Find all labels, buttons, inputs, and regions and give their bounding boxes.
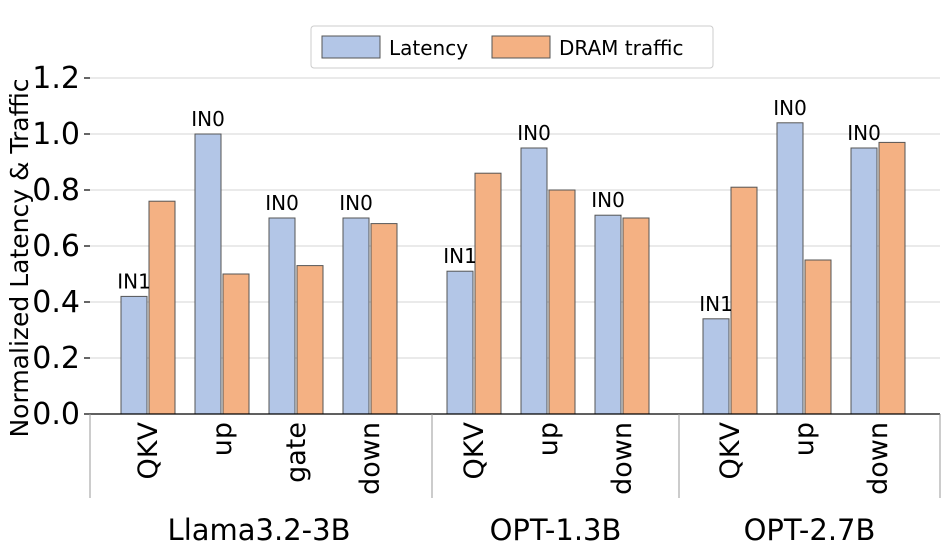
- legend-label-dram-traffic: DRAM traffic: [559, 36, 683, 60]
- x-tick-label: up: [207, 422, 238, 456]
- x-tick-label: down: [607, 422, 638, 495]
- y-tick-label: 0.0: [32, 397, 80, 432]
- bar-annotation: IN0: [847, 121, 881, 145]
- bar-annotation: IN1: [699, 292, 733, 316]
- group-label: Llama3.2-3B: [168, 513, 351, 547]
- bar-latency: [268, 217, 296, 415]
- bar-dram-traffic: [222, 273, 250, 415]
- bar-annotation: IN0: [191, 107, 225, 131]
- group-label: OPT-2.7B: [744, 513, 876, 547]
- x-tick-label: QKV: [459, 421, 490, 479]
- y-axis-label: Normalized Latency & Traffic: [5, 78, 34, 437]
- legend-swatch-latency: [321, 35, 381, 59]
- bar-latency: [446, 270, 474, 415]
- x-tick-label: QKV: [715, 421, 746, 479]
- bar-latency: [194, 133, 222, 415]
- y-tick-label: 1.2: [32, 61, 80, 96]
- y-tick-label: 0.8: [32, 173, 80, 208]
- bar-annotation: IN1: [117, 269, 151, 293]
- bar-latency: [776, 122, 804, 415]
- bar-latency: [702, 318, 730, 415]
- bar-annotation: IN0: [265, 191, 299, 215]
- x-tick-label: gate: [281, 422, 312, 483]
- x-tick-label: QKV: [133, 421, 164, 479]
- bar-latency: [594, 214, 622, 415]
- bar-dram-traffic: [730, 186, 758, 415]
- bar-dram-traffic: [148, 200, 176, 415]
- bar-annotation: IN0: [517, 121, 551, 145]
- x-tick-label: down: [863, 422, 894, 495]
- bar-dram-traffic: [548, 189, 576, 415]
- bar-dram-traffic: [370, 223, 398, 415]
- bar-annotation: IN0: [591, 188, 625, 212]
- bar-annotation: IN1: [443, 244, 477, 268]
- bar-latency: [850, 147, 878, 415]
- bar-latency: [520, 147, 548, 415]
- y-tick-label: 0.2: [32, 341, 80, 376]
- y-tick-label: 0.6: [32, 229, 80, 264]
- x-tick-label: up: [533, 422, 564, 456]
- y-tick-label: 0.4: [32, 285, 80, 320]
- bar-dram-traffic: [296, 265, 324, 415]
- bar-annotation: IN0: [339, 191, 373, 215]
- bar-latency: [342, 217, 370, 415]
- bar-dram-traffic: [474, 172, 502, 415]
- legend-swatch-dram-traffic: [491, 35, 551, 59]
- legend-label-latency: Latency: [389, 36, 468, 60]
- bar-latency: [120, 295, 148, 415]
- bar-annotation: IN0: [773, 96, 807, 120]
- bar-dram-traffic: [622, 217, 650, 415]
- y-tick-label: 1.0: [32, 117, 80, 152]
- bar-dram-traffic: [878, 141, 906, 415]
- bar-dram-traffic: [804, 259, 832, 415]
- x-tick-label: up: [789, 422, 820, 456]
- group-label: OPT-1.3B: [490, 513, 622, 547]
- x-tick-label: down: [355, 422, 386, 495]
